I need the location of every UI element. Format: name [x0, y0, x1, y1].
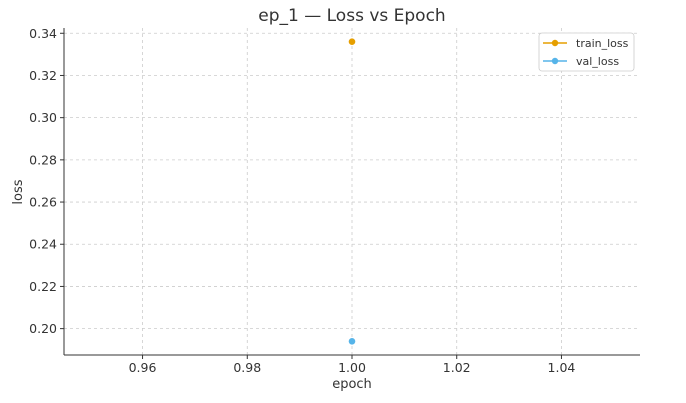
y-axis-label: loss — [11, 179, 26, 204]
grid-lines — [64, 28, 640, 355]
y-tick-label: 0.20 — [29, 321, 57, 336]
x-axis-label: epoch — [332, 377, 372, 392]
chart-title: ep_1 — Loss vs Epoch — [258, 6, 445, 26]
series-markers — [348, 38, 356, 345]
y-tick-label: 0.34 — [29, 26, 57, 41]
y-tick-label: 0.22 — [29, 279, 57, 294]
legend-label-val-loss: val_loss — [576, 55, 619, 68]
legend: train_loss val_loss — [538, 32, 635, 72]
axis-ticks: 0.96 0.98 1.00 1.02 1.04 0.20 0.22 0.24 0.26 0.28… — [29, 26, 575, 375]
y-tick-label: 0.30 — [29, 110, 57, 125]
data-point-val-loss — [348, 337, 356, 345]
x-tick-label: 1.02 — [443, 360, 471, 375]
y-tick-label: 0.32 — [29, 68, 57, 83]
x-tick-label: 1.04 — [548, 360, 576, 375]
x-tick-label: 1.00 — [338, 360, 366, 375]
legend-marker-train-loss — [551, 39, 559, 47]
y-tick-label: 0.26 — [29, 195, 57, 210]
x-tick-label: 0.98 — [233, 360, 261, 375]
data-point-train-loss — [348, 38, 356, 46]
legend-label-train-loss: train_loss — [576, 37, 629, 50]
y-tick-label: 0.24 — [29, 237, 57, 252]
legend-marker-val-loss — [551, 57, 559, 65]
y-tick-label: 0.28 — [29, 152, 57, 167]
x-tick-label: 0.96 — [129, 360, 157, 375]
